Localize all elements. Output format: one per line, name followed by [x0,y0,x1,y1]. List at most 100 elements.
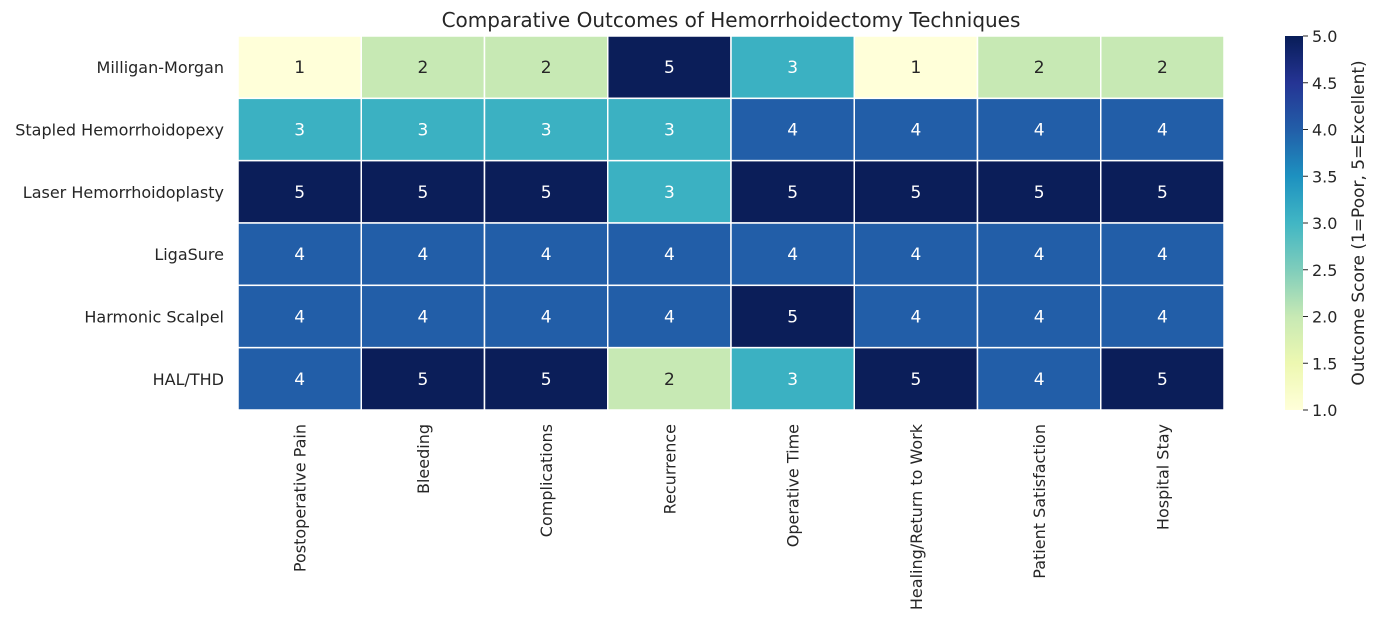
cell-value-label: 4 [294,245,305,265]
heatmap-cell-harmonic-scalpel-recurrence [607,284,732,349]
chart-title: Comparative Outcomes of Hemorrhoidectomy… [442,8,1021,32]
cell-value-label: 4 [541,307,552,327]
cell-value-label: 5 [1157,183,1168,203]
heatmap-cell-hal-thd-hospital-stay [1100,346,1225,411]
cell-value-label: 4 [294,307,305,327]
cell-value-label: 5 [910,183,921,203]
heatmap-cell-ligasure-operative-time [730,222,855,287]
cell-value-label: 4 [1034,245,1045,265]
row-label-milligan-morgan: Milligan-Morgan [97,58,224,77]
cell-value-label: 4 [664,307,675,327]
cell-value-label: 4 [1034,307,1045,327]
heatmap-cell-laser-hemorrhoidoplasty-bleeding [360,159,486,224]
colorbar-tick-label: 1.5 [1312,354,1337,373]
colorbar-tick-label: 2.0 [1312,308,1337,327]
cell-value-label: 1 [910,58,921,78]
column-label-healing-return-to-work: Healing/Return to Work [907,423,926,610]
cell-value-label: 4 [1157,307,1168,327]
heatmap-cell-laser-hemorrhoidoplasty-patient-satisfaction [976,159,1102,224]
cell-value-label: 5 [1157,370,1168,390]
colorbar-label: Outcome Score (1=Poor, 5=Excellent) [1349,60,1369,385]
colorbar-tick-label: 5.0 [1312,27,1337,46]
heatmap-cell-ligasure-patient-satisfaction [976,222,1102,287]
heatmap-cell-harmonic-scalpel-operative-time [730,284,855,349]
cell-value-label: 3 [664,183,675,203]
column-label-operative-time: Operative Time [784,424,803,547]
column-label-recurrence: Recurrence [660,424,679,514]
cell-value-label: 2 [664,370,675,390]
column-label-patient-satisfaction: Patient Satisfaction [1030,424,1049,579]
cell-value-label: 5 [417,370,428,390]
heatmap-cell-laser-hemorrhoidoplasty-hospital-stay [1100,159,1225,224]
cell-value-label: 5 [787,183,798,203]
row-label-hal-thd: HAL/THD [153,370,224,389]
cell-value-label: 4 [1034,120,1045,140]
column-label-complications: Complications [537,424,556,537]
colorbar-gradient [1285,36,1303,410]
colorbar-tick-label: 4.0 [1312,121,1337,140]
cell-value-label: 2 [541,58,552,78]
heatmap-cell-stapled-hemorrhoidopexy-recurrence [607,97,732,162]
cell-value-label: 2 [417,58,428,78]
cell-value-label: 4 [910,307,921,327]
cell-value-label: 4 [787,245,798,265]
row-labels: Milligan-Morgan Stapled Hemorrhoidopexy La… [15,58,224,389]
heatmap-cell-stapled-hemorrhoidopexy-hospital-stay [1100,97,1225,162]
heatmap-cell-laser-hemorrhoidoplasty-complications [483,159,609,224]
colorbar [1285,36,1303,410]
cell-value-label: 4 [1034,370,1045,390]
cell-value-label: 5 [1034,183,1045,203]
cell-value-label: 4 [1157,120,1168,140]
cell-value-label: 3 [294,120,305,140]
heatmap-cell-hal-thd-bleeding [360,346,486,411]
cell-value-label: 4 [417,307,428,327]
cell-value-label: 3 [664,120,675,140]
colorbar-ticks: 1.0 1.5 2.0 2.5 3.0 3.5 4.0 4.5 5.0 [1303,27,1337,420]
cell-value-label: 3 [541,120,552,140]
heatmap-cell-milligan-morgan-healing-return-to-work [853,35,979,100]
heatmap-cell-milligan-morgan-bleeding [360,35,486,100]
heatmap-cell-milligan-morgan-postoperative-pain [237,35,362,100]
heatmap-cell-ligasure-postoperative-pain [237,222,362,287]
cell-value-label: 4 [910,245,921,265]
column-label-postoperative-pain: Postoperative Pain [291,424,310,572]
heatmap-cells: 1 2 2 5 3 1 2 2 3 3 3 3 4 4 4 4 5 5 5 3 5 5 5 5 4 4 4 4 4 4 4 4 4 4 4 4 5 4 4 4… [237,35,1225,411]
heatmap-cell-stapled-hemorrhoidopexy-healing-return-to-work [853,97,979,162]
cell-value-label: 2 [1157,58,1168,78]
heatmap-cell-harmonic-scalpel-patient-satisfaction [976,284,1102,349]
cell-value-label: 5 [664,58,675,78]
row-label-laser-hemorrhoidoplasty: Laser Hemorrhoidoplasty [23,183,224,202]
heatmap-cell-milligan-morgan-complications [483,35,609,100]
heatmap-cell-ligasure-recurrence [607,222,732,287]
cell-value-label: 5 [417,183,428,203]
cell-value-label: 3 [417,120,428,140]
heatmap-cell-hal-thd-operative-time [730,346,855,411]
heatmap-cell-stapled-hemorrhoidopexy-bleeding [360,97,486,162]
heatmap-cell-ligasure-complications [483,222,609,287]
colorbar-tick-label: 1.0 [1312,401,1337,420]
heatmap-cell-laser-hemorrhoidoplasty-recurrence [607,159,732,224]
cell-value-label: 2 [1034,58,1045,78]
cell-value-label: 4 [787,120,798,140]
heatmap-cell-laser-hemorrhoidoplasty-operative-time [730,159,855,224]
cell-value-label: 4 [541,245,552,265]
heatmap-cell-harmonic-scalpel-hospital-stay [1100,284,1225,349]
cell-value-label: 3 [787,58,798,78]
row-label-stapled-hemorrhoidopexy: Stapled Hemorrhoidopexy [15,120,224,139]
cell-value-label: 4 [294,370,305,390]
colorbar-tick-label: 3.0 [1312,214,1337,233]
cell-value-label: 5 [541,183,552,203]
colorbar-tick-label: 3.5 [1312,167,1337,186]
heatmap-cell-hal-thd-postoperative-pain [237,346,362,411]
colorbar-tick-label: 4.5 [1312,74,1337,93]
heatmap-cell-milligan-morgan-hospital-stay [1100,35,1225,100]
cell-value-label: 3 [787,370,798,390]
heatmap-cell-hal-thd-patient-satisfaction [976,346,1102,411]
heatmap-cell-hal-thd-healing-return-to-work [853,346,979,411]
cell-value-label: 5 [541,370,552,390]
cell-value-label: 4 [1157,245,1168,265]
cell-value-label: 4 [664,245,675,265]
cell-value-label: 1 [294,58,305,78]
column-labels: Postoperative Pain Bleeding Complications R… [291,423,1173,610]
